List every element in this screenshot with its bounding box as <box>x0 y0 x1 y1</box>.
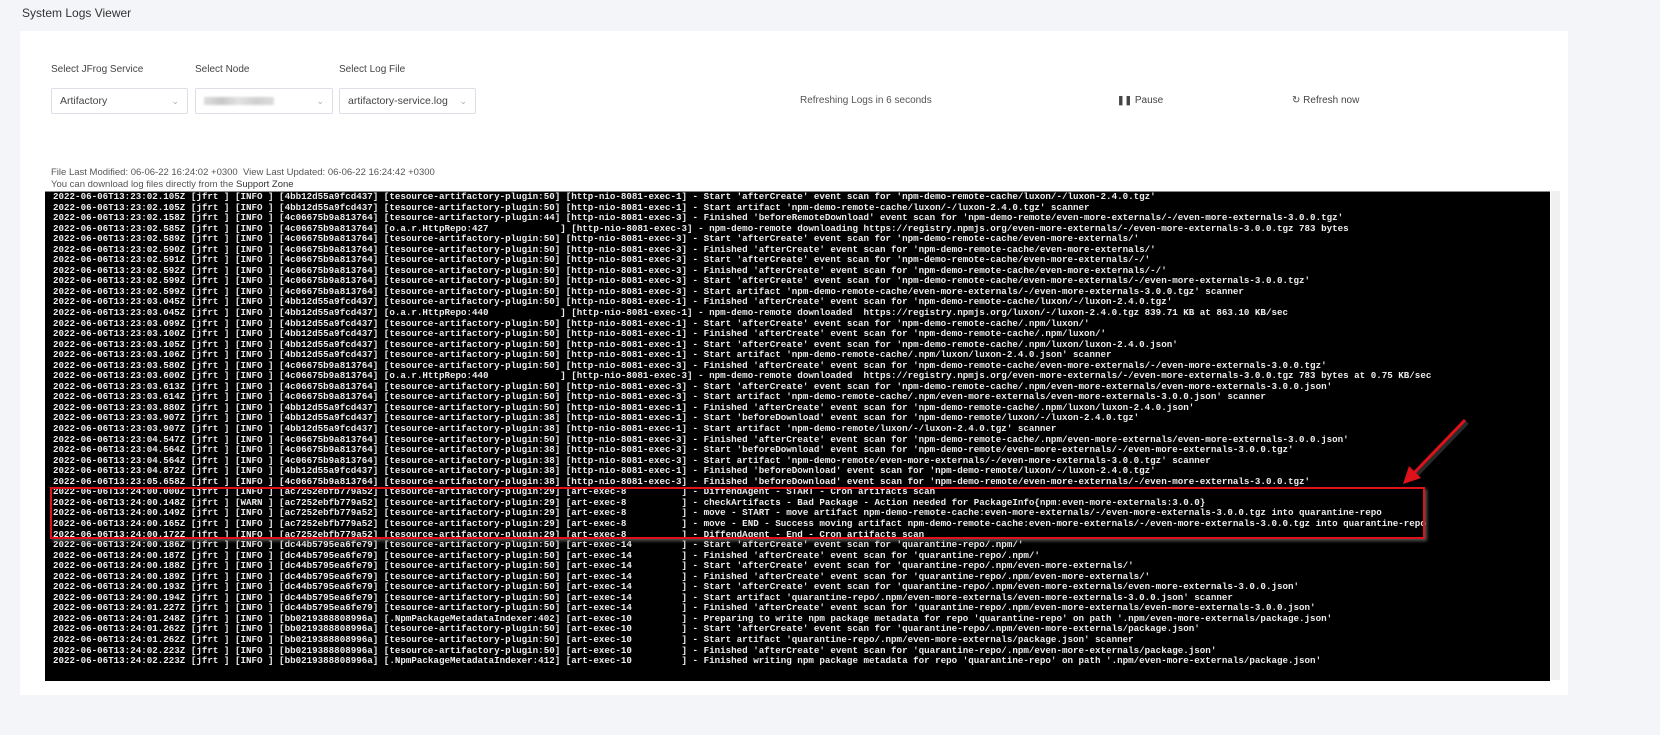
pause-label: Pause <box>1134 95 1164 106</box>
log-line: 2022-06-06T13:23:04.547Z [jfrt ] [INFO ]… <box>53 433 1349 445</box>
chevron-down-icon: ⌄ <box>459 96 467 106</box>
chevron-down-icon: ⌄ <box>316 96 324 106</box>
log-line: 2022-06-06T13:23:03.045Z [jfrt ] [INFO ]… <box>53 307 1289 319</box>
log-line: 2022-06-06T13:24:01.262Z [jfrt ] [INFO ]… <box>53 623 1200 635</box>
logfile-label: Select Log File <box>339 64 406 75</box>
node-value-redacted <box>204 97 274 106</box>
log-line: 2022-06-06T13:23:03.099Z [jfrt ] [INFO ]… <box>53 317 1090 329</box>
log-line: 2022-06-06T13:23:02.105Z [jfrt ] [INFO ]… <box>53 191 1156 202</box>
service-value: Artifactory <box>60 95 108 107</box>
view-last-updated: View Last Updated: 06-06-22 16:24:42 +03… <box>242 167 435 178</box>
log-line: 2022-06-06T13:23:03.045Z [jfrt ] [INFO ]… <box>53 296 1173 308</box>
log-line: 2022-06-06T13:24:02.223Z [jfrt ] [INFO ]… <box>53 655 1322 667</box>
log-line: 2022-06-06T13:23:03.880Z [jfrt ] [INFO ]… <box>53 401 1195 413</box>
log-line: 2022-06-06T13:23:05.658Z [jfrt ] [INFO ]… <box>53 475 1311 487</box>
log-line: 2022-06-06T13:23:02.589Z [jfrt ] [INFO ]… <box>53 233 1140 245</box>
log-line: 2022-06-06T13:23:02.599Z [jfrt ] [INFO ]… <box>53 285 1244 297</box>
logfile-select[interactable]: artifactory-service.log ⌄ <box>339 88 476 114</box>
log-line: 2022-06-06T13:23:02.592Z [jfrt ] [INFO ]… <box>53 264 1167 276</box>
log-line: 2022-06-06T13:23:03.613Z [jfrt ] [INFO ]… <box>53 380 1333 392</box>
log-line: 2022-06-06T13:24:00.193Z [jfrt ] [INFO ]… <box>53 581 1300 593</box>
refresh-countdown: Refreshing Logs in 6 seconds <box>800 95 932 106</box>
page-title: System Logs Viewer <box>22 6 132 20</box>
chevron-down-icon: ⌄ <box>171 96 179 106</box>
log-line: 2022-06-06T13:23:02.590Z [jfrt ] [INFO ]… <box>53 243 1156 255</box>
file-last-modified: File Last Modified: 06-06-22 16:24:02 +0… <box>51 167 238 178</box>
log-line: 2022-06-06T13:24:00.186Z [jfrt ] [INFO ]… <box>53 539 1024 551</box>
log-line: 2022-06-06T13:23:03.907Z [jfrt ] [INFO ]… <box>53 412 1140 424</box>
pause-icon: ❚❚ <box>1117 95 1133 105</box>
support-zone-link[interactable]: Support Zone <box>236 179 294 190</box>
log-line: 2022-06-06T13:23:04.564Z [jfrt ] [INFO ]… <box>53 444 1294 456</box>
log-line: 2022-06-06T13:24:00.188Z [jfrt ] [INFO ]… <box>53 560 1134 572</box>
log-line: 2022-06-06T13:23:03.100Z [jfrt ] [INFO ]… <box>53 328 1107 340</box>
highlight-box <box>50 487 1425 539</box>
log-line: 2022-06-06T13:24:00.149Z [jfrt ] [INFO ]… <box>53 507 1382 519</box>
log-line: 2022-06-06T13:24:00.148Z [jfrt ] [WARN ]… <box>53 496 1206 508</box>
log-line: 2022-06-06T13:23:03.614Z [jfrt ] [INFO ]… <box>53 391 1266 403</box>
log-line: 2022-06-06T13:23:03.600Z [jfrt ] [INFO ]… <box>53 370 1432 382</box>
log-line: 2022-06-06T13:23:03.105Z [jfrt ] [INFO ]… <box>53 338 1178 350</box>
annotation-arrow-icon <box>1403 418 1469 484</box>
log-line: 2022-06-06T13:23:02.599Z [jfrt ] [INFO ]… <box>53 275 1311 287</box>
log-line: 2022-06-06T13:24:01.227Z [jfrt ] [INFO ]… <box>53 602 1316 614</box>
pause-button[interactable]: ❚❚ Pause <box>1117 95 1163 106</box>
log-line: 2022-06-06T13:24:02.223Z [jfrt ] [INFO ]… <box>53 644 1217 656</box>
log-line: 2022-06-06T13:23:02.105Z [jfrt ] [INFO ]… <box>53 201 1090 213</box>
refresh-now-label: Refresh now <box>1303 95 1360 106</box>
logfile-value: artifactory-service.log <box>348 95 448 107</box>
log-viewer[interactable]: 2022-06-06T13:23:02.105Z [jfrt ] [INFO ]… <box>45 191 1550 681</box>
log-line: 2022-06-06T13:24:01.262Z [jfrt ] [INFO ]… <box>53 633 1134 645</box>
log-line: 2022-06-06T13:24:00.187Z [jfrt ] [INFO ]… <box>53 549 1040 561</box>
log-lines: 2022-06-06T13:23:02.105Z [jfrt ] [INFO ]… <box>53 192 1431 667</box>
log-line: 2022-06-06T13:24:01.248Z [jfrt ] [INFO ]… <box>53 612 1333 624</box>
log-meta: File Last Modified: 06-06-22 16:24:02 +0… <box>51 167 435 191</box>
log-line: 2022-06-06T13:24:00.189Z [jfrt ] [INFO ]… <box>53 570 1151 582</box>
log-line: 2022-06-06T13:23:03.106Z [jfrt ] [INFO ]… <box>53 349 1112 361</box>
log-line: 2022-06-06T13:23:04.872Z [jfrt ] [INFO ]… <box>53 465 1156 477</box>
service-select[interactable]: Artifactory ⌄ <box>51 88 188 114</box>
node-select[interactable]: ⌄ <box>195 88 333 114</box>
log-scrollbar[interactable] <box>1551 191 1560 680</box>
node-label: Select Node <box>195 64 250 75</box>
refresh-icon: ↻ <box>1292 95 1301 106</box>
log-line: 2022-06-06T13:23:02.591Z [jfrt ] [INFO ]… <box>53 254 1151 266</box>
log-line: 2022-06-06T13:23:03.580Z [jfrt ] [INFO ]… <box>53 359 1327 371</box>
log-line: 2022-06-06T13:23:02.158Z [jfrt ] [INFO ]… <box>53 212 1344 224</box>
log-line: 2022-06-06T13:24:00.165Z [jfrt ] [INFO ]… <box>53 517 1426 529</box>
log-line: 2022-06-06T13:23:04.564Z [jfrt ] [INFO ]… <box>53 454 1211 466</box>
log-line: 2022-06-06T13:24:00.172Z [jfrt ] [INFO ]… <box>53 528 925 540</box>
log-line: 2022-06-06T13:24:00.000Z [jfrt ] [INFO ]… <box>53 486 936 498</box>
log-line: 2022-06-06T13:23:02.585Z [jfrt ] [INFO ]… <box>53 222 1349 234</box>
refresh-now-button[interactable]: ↻ Refresh now <box>1292 95 1359 106</box>
download-hint: You can download log files directly from… <box>51 179 237 190</box>
log-line: 2022-06-06T13:24:00.194Z [jfrt ] [INFO ]… <box>53 591 1233 603</box>
log-line: 2022-06-06T13:23:03.907Z [jfrt ] [INFO ]… <box>53 423 1057 435</box>
service-label: Select JFrog Service <box>51 64 144 75</box>
